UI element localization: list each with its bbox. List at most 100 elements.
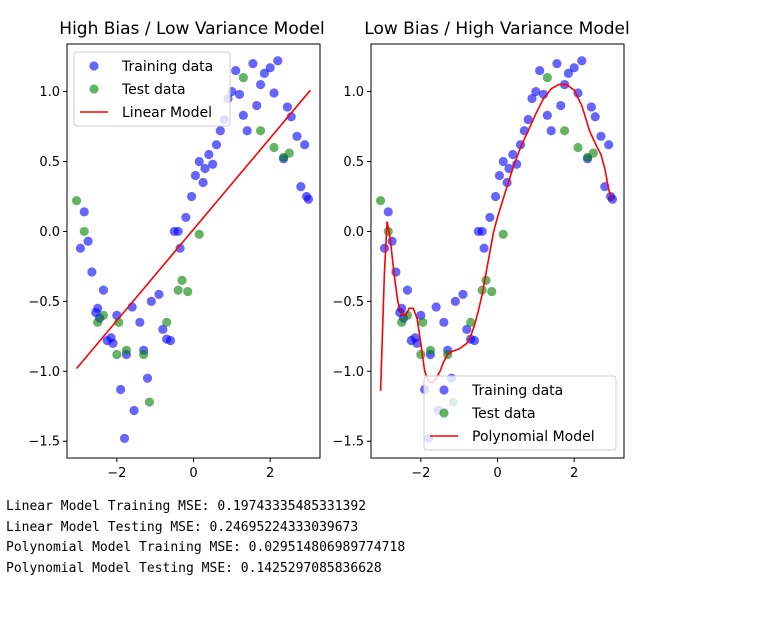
training-point xyxy=(215,126,225,136)
training-point xyxy=(383,207,393,217)
training-point xyxy=(577,56,587,66)
model-line xyxy=(379,83,614,391)
figure: High Bias / Low Variance Model −2 0 2 −1.5 −1… xyxy=(28,19,629,481)
training-point xyxy=(242,126,252,136)
test-point xyxy=(79,226,89,237)
linear-train-mse: Linear Model Training MSE: 0.19743335485… xyxy=(6,499,367,514)
test-point xyxy=(121,345,132,355)
test-point xyxy=(269,142,279,153)
training-point xyxy=(211,140,222,150)
training-point xyxy=(416,310,426,320)
training-point xyxy=(292,131,302,141)
training-point xyxy=(273,56,283,66)
training-point xyxy=(387,236,397,246)
training-point xyxy=(531,86,541,97)
test-point xyxy=(375,196,386,206)
legend-marker xyxy=(439,385,449,395)
training-point xyxy=(204,149,214,160)
training-point xyxy=(129,405,139,416)
training-point xyxy=(231,65,241,76)
poly-train-mse: Polynomial Model Training MSE: 0.0295148… xyxy=(6,540,406,556)
training-point xyxy=(186,191,197,202)
training-point xyxy=(175,243,185,253)
training-point xyxy=(527,93,537,104)
training-point xyxy=(450,296,460,306)
test-point xyxy=(177,275,187,285)
training-point xyxy=(569,63,579,73)
training-point xyxy=(586,102,597,112)
training-point xyxy=(259,68,270,78)
training-point xyxy=(234,89,245,99)
test-point xyxy=(397,317,407,327)
training-point xyxy=(286,112,296,122)
training-point xyxy=(194,156,204,167)
test-point xyxy=(466,317,476,327)
training-point xyxy=(158,324,168,334)
test-point xyxy=(588,148,598,158)
training-point xyxy=(300,140,310,150)
training-point xyxy=(269,88,279,98)
mse-output: Linear Model Training MSE: 0.19743335485… xyxy=(6,497,405,580)
training-point xyxy=(119,433,130,444)
legend-label: Test data xyxy=(471,406,536,422)
training-point xyxy=(535,65,545,76)
training-point xyxy=(265,63,275,73)
training-point xyxy=(490,191,501,202)
test-point xyxy=(542,72,552,83)
training-point xyxy=(477,226,487,237)
legend-label: Training data xyxy=(121,59,213,75)
training-point xyxy=(255,79,266,90)
training-point xyxy=(282,102,293,112)
training-point xyxy=(173,226,183,237)
legend-label: Polynomial Model xyxy=(472,429,595,445)
linear-test-mse: Linear Model Testing MSE: 0.246952243330… xyxy=(6,519,359,535)
training-point xyxy=(573,88,583,98)
training-point xyxy=(108,338,118,348)
poly-test-mse: Polynomial Model Testing MSE: 0.14252970… xyxy=(6,561,382,577)
test-point xyxy=(183,286,193,297)
training-point xyxy=(83,236,93,246)
training-point xyxy=(485,212,495,223)
test-point xyxy=(573,142,583,153)
legend-label: Test data xyxy=(121,82,186,98)
training-point xyxy=(412,338,422,348)
training-point xyxy=(198,177,208,188)
training-point xyxy=(116,384,126,395)
test-point xyxy=(559,126,570,136)
y-tick-label: −1.0 xyxy=(28,365,60,380)
legend: Training data Test data Polynomial Model xyxy=(423,375,617,451)
training-point xyxy=(604,140,614,150)
legend-box xyxy=(73,51,231,127)
legend-box xyxy=(423,375,617,451)
training-point xyxy=(79,207,89,217)
test-point xyxy=(71,196,82,206)
training-point xyxy=(563,68,574,78)
training-point xyxy=(238,110,248,120)
legend-marker xyxy=(89,84,99,94)
test-point xyxy=(144,397,155,407)
y-tick-label: −1.5 xyxy=(332,435,364,450)
y-tick-label: 1.0 xyxy=(39,85,60,100)
test-point xyxy=(418,317,428,327)
training-point xyxy=(379,243,390,253)
training-point xyxy=(154,289,164,299)
y-tick-label: 0.5 xyxy=(39,155,60,170)
training-point xyxy=(596,131,606,141)
chart-high-bias: High Bias / Low Variance Model −2 0 2 −1.5 −1… xyxy=(28,19,324,481)
y-tick-label: −1.0 xyxy=(332,365,364,380)
training-point xyxy=(93,303,103,313)
training-point xyxy=(142,373,153,383)
plot-area xyxy=(375,56,618,444)
training-point xyxy=(303,194,314,204)
test-point xyxy=(139,349,149,360)
legend-marker xyxy=(89,61,99,71)
test-point xyxy=(112,349,122,360)
training-point xyxy=(431,302,441,312)
x-tick-label: 0 xyxy=(493,466,501,481)
chart-title: High Bias / Low Variance Model xyxy=(59,19,324,39)
training-point xyxy=(494,170,505,181)
test-point xyxy=(238,72,248,83)
training-point xyxy=(498,156,508,167)
legend-label: Training data xyxy=(471,383,563,399)
training-point xyxy=(87,267,97,277)
